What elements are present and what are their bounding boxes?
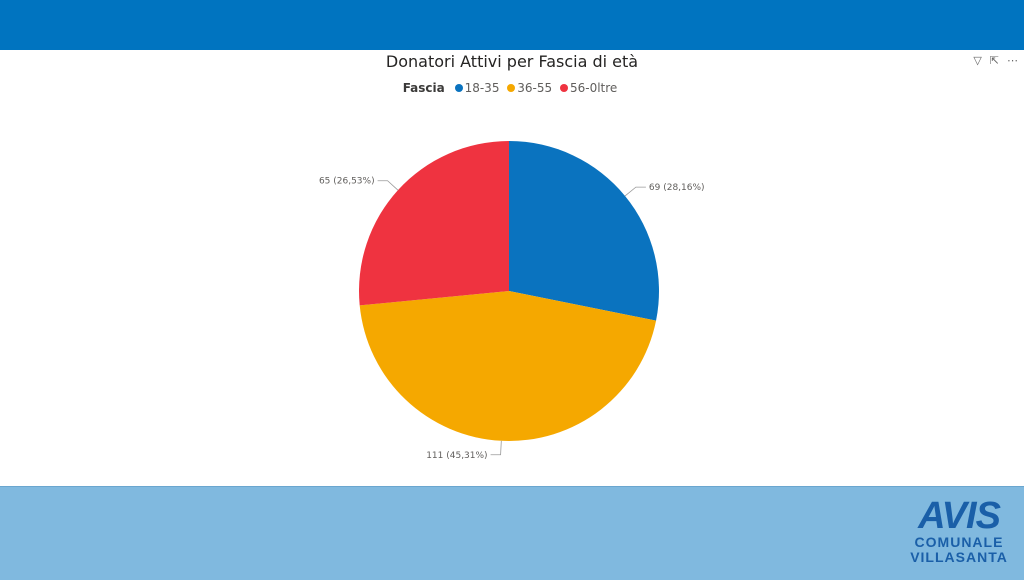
top-banner <box>0 0 1024 50</box>
legend-label: 36-55 <box>517 81 553 95</box>
pie-chart: 69 (28,16%) 111 (45,31%) 65 (26,53%) <box>319 141 705 461</box>
focus-mode-icon[interactable]: ⇱ <box>989 54 999 67</box>
footer-band <box>0 486 1024 580</box>
legend-label: 56-0ltre <box>569 81 618 95</box>
avis-logo: AVIS COMUNALE VILLASANTA <box>910 495 1008 565</box>
legend-item[interactable]: 36-55 <box>507 81 552 95</box>
leader-line <box>490 440 502 456</box>
pie-slice-36-55[interactable] <box>359 291 657 441</box>
legend-dot <box>559 84 568 92</box>
legend-title: Fascia <box>402 81 445 95</box>
legend-item[interactable]: 56-0ltre <box>559 81 618 95</box>
filter-icon[interactable]: ▽ <box>973 54 982 67</box>
data-label: 65 (26,53%) <box>319 177 375 187</box>
chart-title: Donatori Attivi per Fascia di età <box>385 52 639 71</box>
legend-dot <box>454 84 463 92</box>
visual-header: ▽ ⇱ ⋯ <box>973 54 1018 67</box>
legend-label: 18-35 <box>464 81 500 95</box>
legend-item[interactable]: 18-35 <box>454 81 500 95</box>
legend-dot <box>507 84 516 92</box>
leader-line <box>377 180 399 191</box>
leader-line <box>624 186 646 197</box>
data-label: 69 (28,16%) <box>649 183 705 193</box>
legend: Fascia 18-35 36-55 56-0ltre <box>0 81 1024 95</box>
pie-slice-56-0ltre[interactable] <box>359 141 509 306</box>
more-options-icon[interactable]: ⋯ <box>1007 54 1018 67</box>
data-label: 111 (45,31%) <box>426 451 487 461</box>
pie-slice-18-35[interactable] <box>509 141 659 321</box>
